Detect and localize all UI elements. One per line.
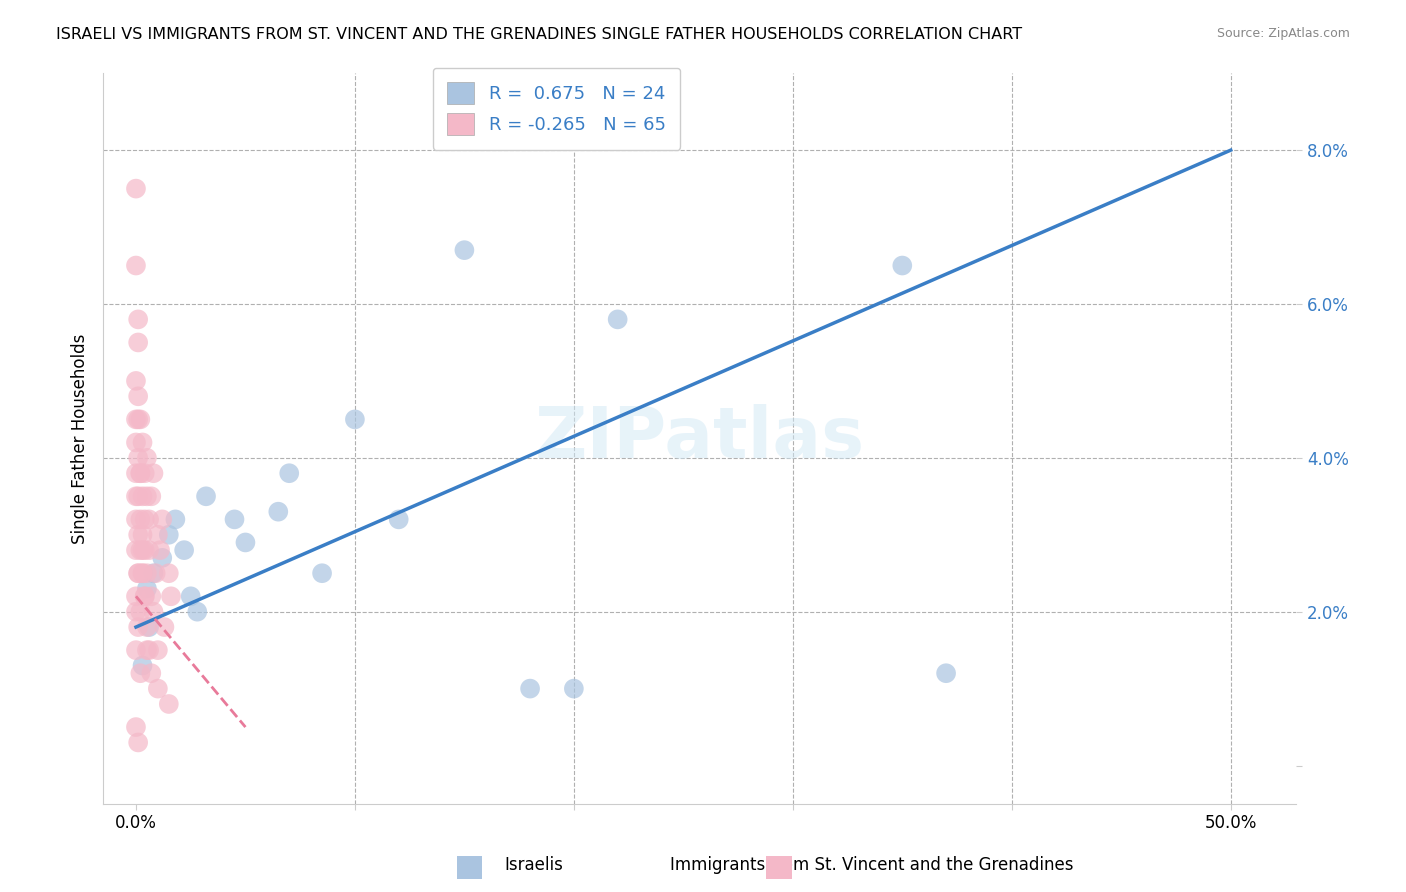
- Point: [267, 505, 290, 519]
- Legend: R =  0.675   N = 24, R = -0.265   N = 65: R = 0.675 N = 24, R = -0.265 N = 65: [433, 68, 681, 150]
- Point: [127, 735, 149, 749]
- Point: [153, 620, 176, 634]
- Point: [129, 412, 152, 426]
- Point: [129, 467, 152, 481]
- Point: [138, 620, 160, 634]
- Point: [135, 643, 157, 657]
- Point: [134, 467, 156, 481]
- Point: [125, 543, 148, 558]
- Point: [135, 566, 157, 581]
- Point: [146, 681, 169, 696]
- Point: [186, 605, 208, 619]
- Point: [131, 435, 153, 450]
- Point: [142, 467, 165, 481]
- Point: [453, 243, 475, 257]
- Point: [141, 666, 163, 681]
- Point: [891, 259, 914, 273]
- Point: [224, 512, 246, 526]
- Point: [138, 643, 160, 657]
- Point: [135, 620, 157, 634]
- Point: [142, 566, 165, 581]
- Point: [157, 528, 180, 542]
- Point: [125, 489, 148, 503]
- Point: [131, 566, 153, 581]
- Point: [180, 589, 202, 603]
- Point: [157, 566, 180, 581]
- Point: [125, 412, 148, 426]
- Point: [127, 389, 149, 403]
- Text: ISRAELI VS IMMIGRANTS FROM ST. VINCENT AND THE GRENADINES SINGLE FATHER HOUSEHOL: ISRAELI VS IMMIGRANTS FROM ST. VINCENT A…: [56, 27, 1022, 42]
- Point: [125, 467, 148, 481]
- Point: [146, 528, 169, 542]
- Point: [127, 489, 149, 503]
- Point: [278, 467, 301, 481]
- Point: [519, 681, 541, 696]
- Point: [146, 643, 169, 657]
- Point: [125, 259, 148, 273]
- Point: [129, 605, 152, 619]
- Point: [134, 589, 156, 603]
- Point: [125, 374, 148, 388]
- Point: [150, 550, 173, 565]
- Point: [141, 489, 163, 503]
- Point: [343, 412, 366, 426]
- Point: [127, 620, 149, 634]
- Point: [134, 589, 156, 603]
- Point: [235, 535, 257, 549]
- Point: [125, 605, 148, 619]
- Point: [606, 312, 628, 326]
- Point: [127, 412, 149, 426]
- Point: [149, 543, 172, 558]
- Point: [135, 450, 157, 465]
- Point: [131, 543, 153, 558]
- Point: [127, 450, 149, 465]
- Point: [127, 566, 149, 581]
- Point: [134, 543, 156, 558]
- Point: [165, 512, 187, 526]
- Point: [157, 697, 180, 711]
- Text: Immigrants from St. Vincent and the Grenadines: Immigrants from St. Vincent and the Gren…: [671, 856, 1073, 874]
- Point: [125, 435, 148, 450]
- Text: Israelis: Israelis: [505, 856, 564, 874]
- Point: [125, 181, 148, 195]
- Point: [142, 605, 165, 619]
- Point: [129, 512, 152, 526]
- Point: [138, 512, 160, 526]
- Point: [129, 666, 152, 681]
- Point: [562, 681, 585, 696]
- Point: [145, 566, 167, 581]
- Point: [173, 543, 195, 558]
- Point: [125, 589, 148, 603]
- Point: [127, 566, 149, 581]
- Point: [134, 512, 156, 526]
- Point: [125, 512, 148, 526]
- Point: [131, 566, 153, 581]
- Point: [131, 658, 153, 673]
- Point: [129, 467, 152, 481]
- Text: Source: ZipAtlas.com: Source: ZipAtlas.com: [1216, 27, 1350, 40]
- Point: [135, 582, 157, 596]
- Point: [138, 543, 160, 558]
- Text: ZIPatlas: ZIPatlas: [534, 404, 865, 473]
- Point: [127, 312, 149, 326]
- Point: [141, 589, 163, 603]
- Point: [131, 489, 153, 503]
- Point: [935, 666, 957, 681]
- Y-axis label: Single Father Households: Single Father Households: [72, 334, 89, 544]
- Point: [131, 528, 153, 542]
- Point: [195, 489, 218, 503]
- Point: [135, 489, 157, 503]
- Point: [160, 589, 183, 603]
- Point: [311, 566, 333, 581]
- Point: [388, 512, 411, 526]
- Point: [150, 512, 173, 526]
- Point: [125, 720, 148, 734]
- Point: [127, 528, 149, 542]
- Point: [129, 543, 152, 558]
- Point: [125, 643, 148, 657]
- Point: [127, 335, 149, 350]
